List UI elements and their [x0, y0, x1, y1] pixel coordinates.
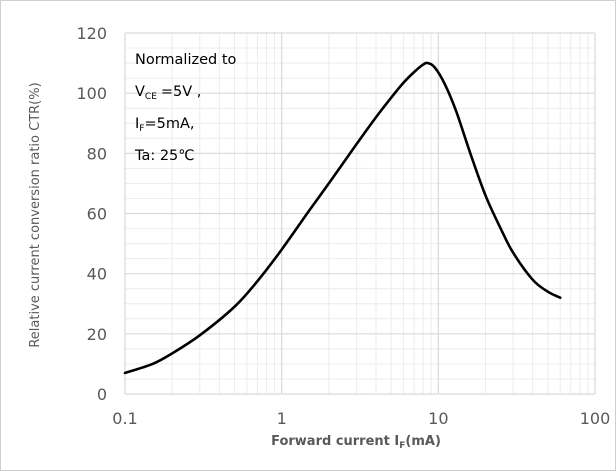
- y-tick-label: 0: [97, 385, 107, 404]
- x-axis-title-main: Forward current I: [271, 434, 399, 449]
- data-series: [123, 61, 562, 375]
- x-axis-title-unit: (mA): [405, 434, 441, 449]
- x-axis-title-subscript: F: [399, 441, 405, 451]
- y-tick-label: 20: [87, 325, 107, 344]
- x-tick-label: 10: [428, 409, 448, 428]
- normalization-annotation: Normalized to VCE =5V , IF=5mA, Ta: 25℃: [134, 52, 237, 164]
- annotation-line-1: Normalized to: [135, 52, 237, 68]
- y-tick-label: 120: [76, 24, 107, 43]
- y-tick-label: 100: [76, 84, 107, 103]
- ctr-curve-line: [123, 61, 562, 375]
- major-gridlines: [124, 32, 596, 395]
- y-axis-title: Relative current conversion ratio CTR(%): [28, 82, 43, 347]
- tick-labels: 0.1 1 10 100 0 20 40 60 80 100 120: [76, 24, 610, 428]
- x-axis-title: Forward current IF(mA): [271, 434, 441, 451]
- x-tick-label: 0.1: [112, 409, 137, 428]
- annotation-line-2: VCE =5V ,: [135, 84, 201, 102]
- y-tick-label: 40: [87, 265, 107, 284]
- y-tick-label: 60: [87, 205, 107, 224]
- annotation-line-3: IF=5mA,: [135, 116, 195, 134]
- y-tick-label: 80: [87, 144, 107, 163]
- x-tick-label: 1: [277, 409, 287, 428]
- x-tick-label: 100: [580, 409, 611, 428]
- annotation-line-4: Ta: 25℃: [134, 148, 195, 164]
